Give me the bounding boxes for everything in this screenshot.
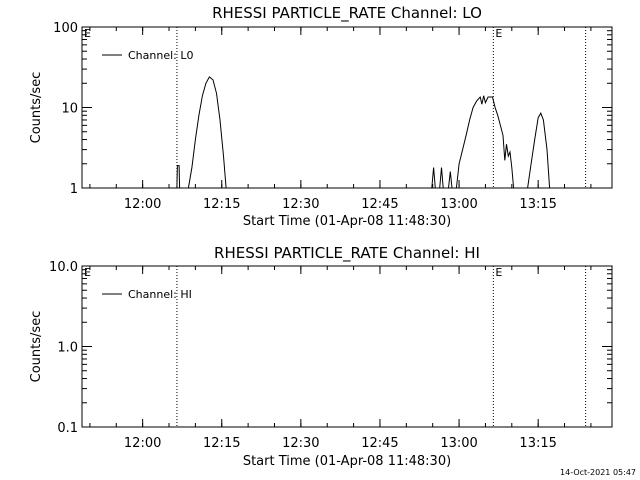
x-tick-label: 12:00: [124, 197, 161, 212]
x-tick-label: 12:15: [203, 436, 240, 451]
flag-label: E: [84, 27, 91, 40]
footer-timestamp: 14-Oct-2021 05:47: [560, 468, 636, 477]
y-tick-label: 0.1: [57, 421, 78, 436]
series-line-segment: [439, 167, 444, 189]
series-line-segment: [455, 95, 515, 189]
series-line-segment: [176, 165, 181, 189]
y-tick-label: 10: [61, 102, 78, 117]
series-line-segment: [187, 76, 227, 189]
x-tick-label: 12:45: [361, 197, 398, 212]
x-tick-label: 13:00: [440, 197, 477, 212]
series-line-segment: [448, 171, 453, 189]
x-tick-label: 13:00: [440, 436, 477, 451]
y-tick-label: 10.0: [49, 260, 78, 275]
x-tick-label: 12:15: [203, 197, 240, 212]
x-tick-label: 13:15: [519, 436, 556, 451]
chart-title: RHESSI PARTICLE_RATE Channel: HI: [214, 244, 480, 263]
series-line-segment: [431, 167, 436, 189]
flag-label: E: [495, 27, 502, 40]
chart-panel-hi: RHESSI PARTICLE_RATE Channel: HI 12:00 12:…: [29, 244, 613, 469]
y-axis-label: Counts/sec: [29, 311, 44, 383]
x-tick-label: 12:30: [282, 197, 319, 212]
x-axis-label: Start Time (01-Apr-08 11:48:30): [243, 454, 451, 469]
chart-title: RHESSI PARTICLE_RATE Channel: LO: [212, 4, 482, 23]
y-tick-label: 100: [53, 21, 78, 36]
flag-label: E: [84, 266, 91, 279]
chart-panel-lo: RHESSI PARTICLE_RATE Channel: LO 12:00 12:…: [29, 4, 613, 229]
x-axis-label: Start Time (01-Apr-08 11:48:30): [243, 214, 451, 229]
x-tick-label: 13:15: [519, 197, 556, 212]
flag-label: E: [495, 266, 502, 279]
series-line-segment: [527, 112, 551, 189]
y-tick-label: 1.0: [57, 341, 78, 356]
x-tick-label: 12:45: [361, 436, 398, 451]
x-tick-label: 12:00: [124, 436, 161, 451]
x-tick-label: 12:30: [282, 436, 319, 451]
legend-label: Channel: HI: [128, 288, 192, 301]
y-axis-label: Counts/sec: [29, 72, 44, 144]
legend-label: Channel: L0: [128, 49, 194, 62]
y-tick-label: 1: [70, 182, 78, 197]
